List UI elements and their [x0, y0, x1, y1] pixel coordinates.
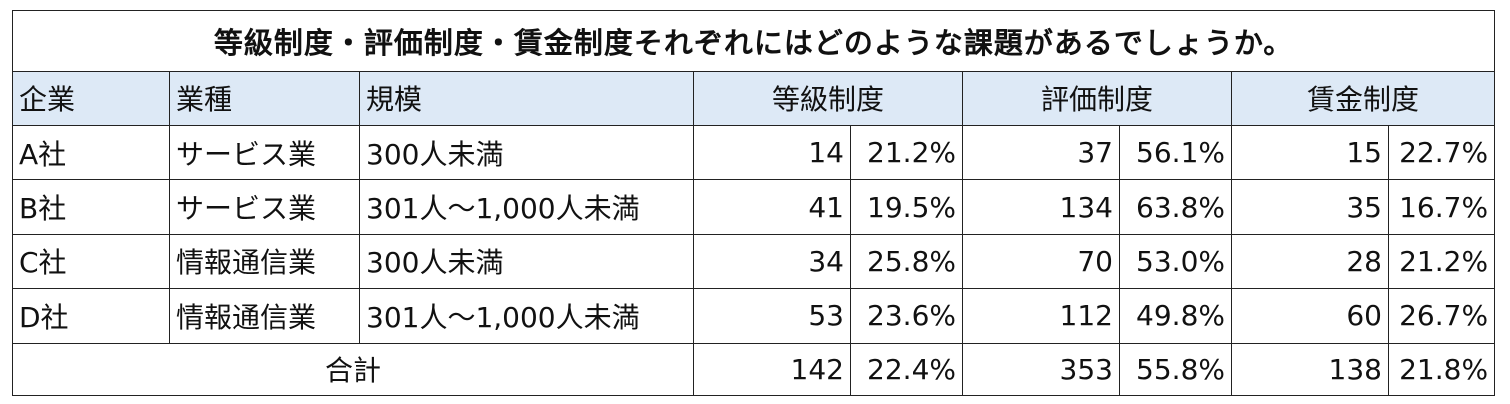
- industry-cell: 情報通信業: [169, 288, 360, 344]
- total-grade-count: 142: [693, 342, 851, 397]
- wage-percent-cell: 22.7%: [1387, 124, 1496, 181]
- wage-percent-cell: 21.2%: [1387, 233, 1496, 290]
- wage-percent-cell: 16.7%: [1387, 179, 1496, 235]
- table-row: B社 サービス業 301人～1,000人未満 41 19.5% 134 63.8…: [12, 179, 1496, 235]
- total-grade-percent: 22.4%: [850, 342, 963, 397]
- header-wage-system: 賃金制度: [1230, 70, 1496, 126]
- header-company: 企業: [12, 70, 170, 126]
- table-row: D社 情報通信業 301人～1,000人未満 53 23.6% 112 49.8…: [12, 288, 1496, 344]
- total-row: 合計 142 22.4% 353 55.8% 138 21.8%: [12, 342, 1496, 397]
- size-cell: 301人～1,000人未満: [359, 288, 694, 344]
- total-evaluation-percent: 55.8%: [1119, 342, 1232, 397]
- table-title: 等級制度・評価制度・賃金制度それぞれにはどのような課題があるでしょうか。: [11, 10, 1496, 72]
- company-cell: B社: [12, 179, 170, 235]
- grade-percent-cell: 19.5%: [850, 179, 963, 235]
- evaluation-count-cell: 112: [962, 288, 1120, 344]
- header-row: 企業 業種 規模 等級制度 評価制度 賃金制度: [12, 70, 1496, 126]
- evaluation-percent-cell: 53.0%: [1119, 233, 1232, 290]
- header-industry: 業種: [169, 70, 360, 126]
- table-row: C社 情報通信業 300人未満 34 25.8% 70 53.0% 28 21.…: [12, 233, 1496, 290]
- wage-percent-cell: 26.7%: [1387, 288, 1496, 344]
- size-cell: 301人～1,000人未満: [359, 179, 694, 235]
- total-wage-percent: 21.8%: [1387, 342, 1496, 397]
- grade-percent-cell: 21.2%: [850, 124, 963, 181]
- wage-count-cell: 15: [1231, 124, 1389, 181]
- wage-count-cell: 35: [1231, 179, 1389, 235]
- evaluation-count-cell: 37: [962, 124, 1120, 181]
- header-size: 規模: [359, 70, 694, 126]
- total-evaluation-count: 353: [962, 342, 1120, 397]
- evaluation-percent-cell: 56.1%: [1119, 124, 1232, 181]
- total-wage-count: 138: [1231, 342, 1389, 397]
- header-evaluation-system: 評価制度: [962, 70, 1232, 126]
- evaluation-count-cell: 70: [962, 233, 1120, 290]
- evaluation-percent-cell: 63.8%: [1119, 179, 1232, 235]
- header-grade-system: 等級制度: [693, 70, 963, 126]
- wage-count-cell: 60: [1231, 288, 1389, 344]
- size-cell: 300人未満: [359, 233, 694, 290]
- total-label: 合計: [12, 342, 694, 397]
- survey-table: 等級制度・評価制度・賃金制度それぞれにはどのような課題があるでしょうか。 企業 …: [11, 10, 1496, 397]
- grade-percent-cell: 25.8%: [850, 233, 963, 290]
- wage-count-cell: 28: [1231, 233, 1389, 290]
- evaluation-percent-cell: 49.8%: [1119, 288, 1232, 344]
- grade-count-cell: 34: [693, 233, 851, 290]
- grade-percent-cell: 23.6%: [850, 288, 963, 344]
- company-cell: D社: [12, 288, 170, 344]
- evaluation-count-cell: 134: [962, 179, 1120, 235]
- company-cell: A社: [12, 124, 170, 181]
- company-cell: C社: [12, 233, 170, 290]
- size-cell: 300人未満: [359, 124, 694, 181]
- grade-count-cell: 14: [693, 124, 851, 181]
- grade-count-cell: 41: [693, 179, 851, 235]
- industry-cell: サービス業: [169, 179, 360, 235]
- grade-count-cell: 53: [693, 288, 851, 344]
- industry-cell: 情報通信業: [169, 233, 360, 290]
- industry-cell: サービス業: [169, 124, 360, 181]
- table-row: A社 サービス業 300人未満 14 21.2% 37 56.1% 15 22.…: [12, 124, 1496, 181]
